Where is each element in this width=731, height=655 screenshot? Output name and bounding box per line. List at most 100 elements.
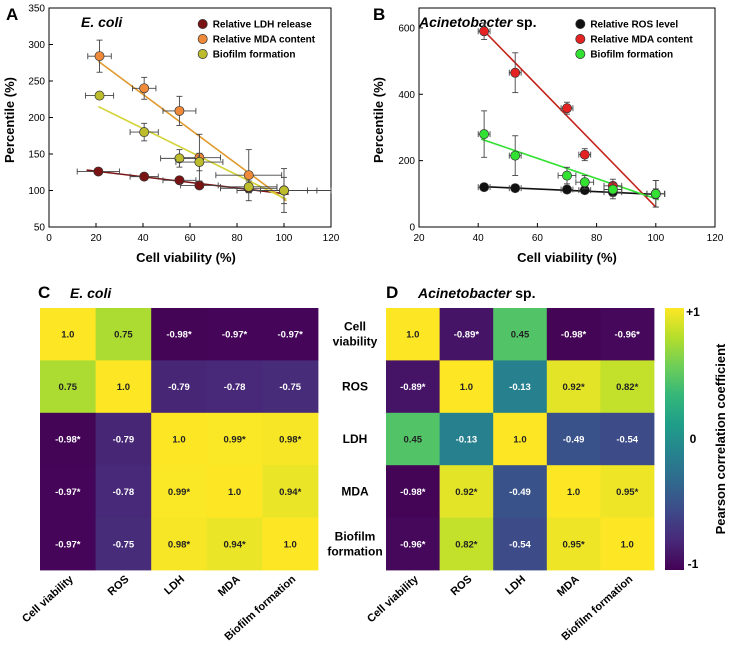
chart-b-plot-frame xyxy=(418,7,716,228)
chart-c-col-label-3: MDA xyxy=(216,573,243,599)
chart-c-cell-label-r2-c4: 0.98* xyxy=(279,435,301,446)
chart-b-legend-marker-2 xyxy=(575,49,586,59)
chart-d-cell-r3-c0 xyxy=(386,465,440,518)
panel-letter-c: C xyxy=(38,283,50,302)
chart-c-row-label-1: ROS xyxy=(342,380,368,394)
chart-c-cell-label-r2-c0: -0.98* xyxy=(55,435,81,446)
chart-b-title: Acinetobacter sp. xyxy=(418,14,536,30)
chart-a-ytick-label: 150 xyxy=(28,150,45,161)
chart-a-point-s2-p3 xyxy=(194,157,205,167)
chart-a-legend-label-2: Biofilm formation xyxy=(213,50,296,61)
chart-c-cell-label-r1-c3: -0.78 xyxy=(224,382,246,393)
chart-b: 20 40 60 80 100 120 0 200 400 600 Relative ROS lev… xyxy=(398,7,724,244)
chart-a-ytick-label: 50 xyxy=(34,223,46,234)
chart-a-point-s2-p2 xyxy=(174,153,185,164)
chart-d-cell-r1-c3 xyxy=(546,360,601,414)
chart-d-cell-r4-c1 xyxy=(439,517,494,571)
chart-c-cell-r0-c2 xyxy=(151,308,208,361)
chart-c-cell-r0-c4 xyxy=(262,308,319,361)
chart-b-legend-label-0: Relative ROS level xyxy=(590,20,678,31)
chart-c-cell-label-r1-c4: -0.75 xyxy=(279,382,301,393)
chart-d-cell-label-r1-c3: 0.92* xyxy=(563,382,585,393)
chart-a-point-s2-p0 xyxy=(94,90,105,101)
chart-c-cell-label-r3-c4: 0.94* xyxy=(279,487,301,498)
chart-d-cell-r3-c1 xyxy=(439,465,494,518)
chart-c-row-label-0: Cell viability xyxy=(333,320,378,349)
chart-d-cell-label-r1-c0: -0.89* xyxy=(400,382,426,393)
chart-c-row-label-line: Biofilm xyxy=(335,529,376,543)
chart-d-cell-r1-c2 xyxy=(493,360,548,414)
chart-d-col-label-1: ROS xyxy=(449,573,475,598)
chart-c-row-label-4: Biofilm formation xyxy=(327,529,382,558)
chart-a-xtick-label: 100 xyxy=(276,233,293,244)
chart-a-point-s2-p5 xyxy=(279,185,289,196)
chart-b-xtick-label: 40 xyxy=(473,233,485,244)
chart-b-errbar xyxy=(477,22,491,40)
chart-d-cell-label-r2-c0: 0.45 xyxy=(404,435,423,446)
chart-c-cell-r2-c1 xyxy=(95,412,152,466)
chart-d-cell-r0-c1 xyxy=(439,308,494,361)
chart-c-title: E. coli xyxy=(70,285,112,301)
chart-d-cell-r0-c3 xyxy=(546,308,601,361)
chart-c-cell-r0-c3 xyxy=(206,308,263,361)
chart-b-legend-label-1: Relative MDA content xyxy=(590,35,693,46)
chart-b-point-s2-p4 xyxy=(607,184,618,195)
chart-a-legend-marker-0 xyxy=(197,19,208,29)
chart-c-row-label-line: viability xyxy=(333,335,378,349)
chart-c-col-label-0: Cell viability xyxy=(20,573,76,625)
chart-d-cell-r2-c0 xyxy=(386,412,440,466)
chart-a-point-s0-p0 xyxy=(93,166,104,177)
chart-d-cell-label-r4-c1: 0.82* xyxy=(455,539,477,550)
chart-a-point-s1-p1 xyxy=(139,83,150,94)
chart-b-xlabel: Cell viability (%) xyxy=(517,250,617,265)
chart-d-cell-label-r4-c0: -0.96* xyxy=(400,539,426,550)
chart-d-cell-label-r0-c1: -0.89* xyxy=(454,330,480,341)
chart-c-cell-r4-c3 xyxy=(206,517,263,571)
chart-a-ylabel: Percentile (%) xyxy=(2,77,17,163)
chart-a-ytick-label: 300 xyxy=(28,40,45,51)
chart-c-cell-label-r0-c0: 1.0 xyxy=(61,330,74,341)
chart-d-cell-r4-c0 xyxy=(386,517,440,571)
chart-d: 1.0 -0.89* 0.45 -0.98* -0.96* -0.89* 1.0 -0.13 0… xyxy=(365,308,655,643)
chart-c-cell-r3-c2 xyxy=(151,465,208,518)
chart-b-fit-line-2 xyxy=(480,138,660,201)
chart-c-cell-label-r3-c3: 1.0 xyxy=(228,487,241,498)
chart-b-point-s0-p0 xyxy=(479,182,490,193)
chart-c-cell-label-r0-c4: -0.97* xyxy=(278,330,304,341)
panel-letter-b: B xyxy=(373,5,385,24)
chart-b-ylabel: Percentile (%) xyxy=(371,77,386,163)
chart-c-cell-r3-c4 xyxy=(262,465,319,518)
chart-c-cell-label-r2-c1: -0.79 xyxy=(113,435,135,446)
chart-d-cell-label-r4-c4: 1.0 xyxy=(621,539,634,550)
chart-b-xtick-label: 120 xyxy=(707,233,724,244)
chart-c-row-label-3: MDA xyxy=(341,484,369,498)
chart-a-title: E. coli xyxy=(81,14,123,30)
chart-c-cell-r4-c1 xyxy=(95,517,152,571)
chart-d-cell-r4-c3 xyxy=(546,517,601,571)
chart-d-cell-label-r4-c3: 0.95* xyxy=(563,539,585,550)
chart-c-cell-label-r4-c1: -0.75 xyxy=(113,539,135,550)
chart-b-point-s1-p1 xyxy=(510,67,521,78)
chart-d-cell-r1-c1 xyxy=(439,360,494,414)
chart-c-row-label-2: LDH xyxy=(343,432,368,446)
chart-c-cell-r0-c0 xyxy=(40,308,96,361)
chart-c-cell-r1-c3 xyxy=(206,360,263,414)
chart-a-xtick-label: 80 xyxy=(231,233,243,244)
chart-a-point-s0-p3 xyxy=(194,180,205,191)
chart-d-cell-label-r3-c0: -0.98* xyxy=(400,487,426,498)
chart-d-cell-r2-c1 xyxy=(439,412,494,466)
chart-c-cell-r3-c0 xyxy=(40,465,96,518)
chart-d-cell-r3-c2 xyxy=(493,465,548,518)
chart-b-point-s2-p5 xyxy=(650,188,661,199)
chart-b-legend-marker-1 xyxy=(575,34,586,44)
chart-d-cell-r1-c4 xyxy=(600,360,655,414)
chart-a-point-s2-p1 xyxy=(139,127,150,138)
chart-c-cell-r4-c2 xyxy=(151,517,208,571)
chart-a-point-s2-p4 xyxy=(243,181,254,192)
chart-c-row-label-line: MDA xyxy=(341,484,369,498)
chart-d-title: Acinetobacter sp. xyxy=(417,285,535,301)
chart-c-cell-r3-c1 xyxy=(95,465,152,518)
chart-a-point-s1-p4 xyxy=(243,170,254,181)
chart-d-col-label-2: LDH xyxy=(503,573,528,597)
